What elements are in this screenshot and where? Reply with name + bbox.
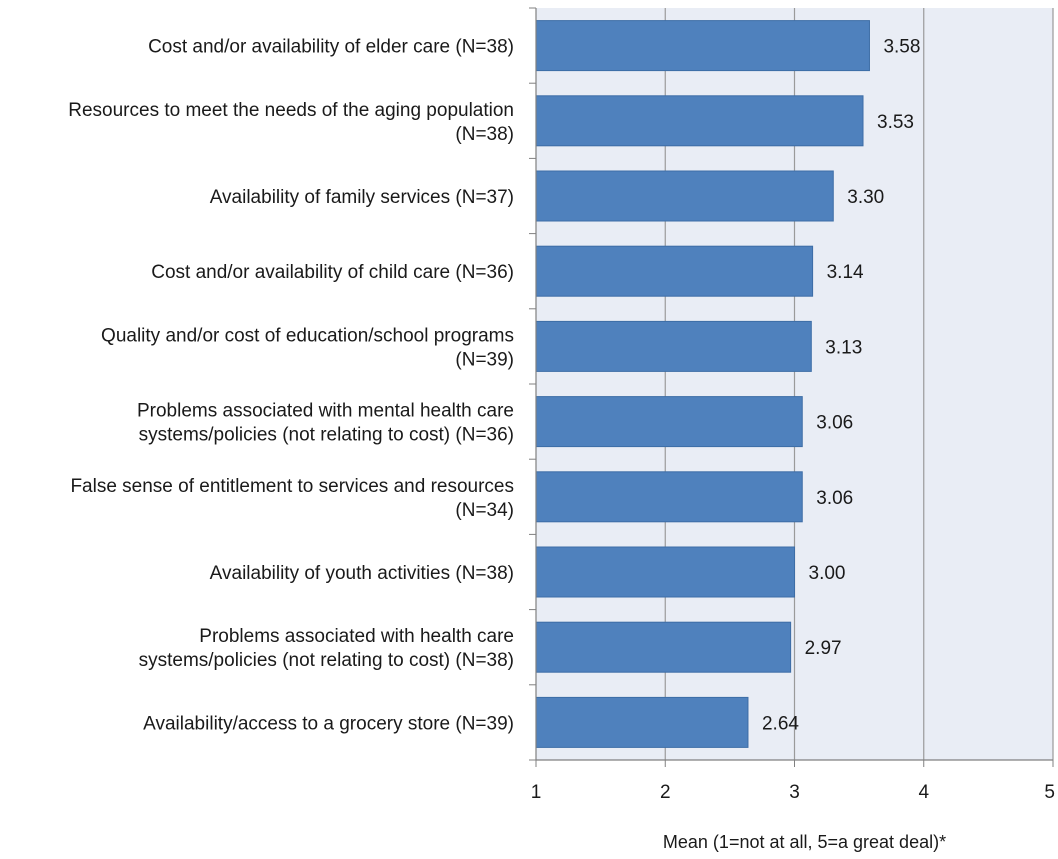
x-axis-ticks: 1 2 3 4 5	[531, 760, 1055, 803]
y-axis-ticks	[529, 7, 536, 761]
category-label-5: Quality and/or cost of education/school …	[101, 325, 514, 370]
bar-7	[535, 471, 803, 523]
value-label-1: 3.58	[883, 37, 920, 58]
value-label-6: 3.06	[816, 413, 853, 434]
x-axis-title: Mean (1=not at all, 5=a great deal)*	[663, 832, 946, 852]
value-label-10: 2.64	[762, 713, 799, 734]
category-label-6: Problems associated with mental health c…	[137, 401, 514, 446]
bar-3	[535, 170, 834, 222]
value-label-5: 3.13	[825, 337, 862, 358]
bar-5	[535, 320, 812, 372]
category-label-8: Availability of youth activities (N=38)	[210, 563, 514, 584]
bar-9	[535, 621, 792, 673]
x-tick-label-2: 2	[660, 782, 671, 803]
x-tick-label-5: 5	[1044, 782, 1055, 803]
category-label-9: Problems associated with health care syst…	[139, 626, 514, 671]
bars	[535, 20, 870, 748]
bar-6	[535, 396, 803, 448]
value-label-4: 3.14	[827, 262, 864, 283]
value-label-8: 3.00	[809, 563, 846, 584]
bar-1	[535, 20, 870, 72]
bar-2	[535, 95, 864, 147]
category-labels: Cost and/or availability of elder care (…	[68, 37, 514, 735]
x-tick-label-4: 4	[918, 782, 929, 803]
value-label-3: 3.30	[847, 187, 884, 208]
category-label-7: False sense of entitlement to services a…	[70, 476, 514, 521]
bar-8	[535, 546, 795, 598]
bar-4	[535, 245, 814, 297]
category-label-3: Availability of family services (N=37)	[210, 187, 514, 208]
category-label-10: Availability/access to a grocery store (…	[143, 713, 514, 734]
bar-10	[535, 696, 749, 748]
category-label-4: Cost and/or availability of child care (…	[151, 262, 514, 283]
value-label-2: 3.53	[877, 112, 914, 133]
category-label-1: Cost and/or availability of elder care (…	[148, 37, 514, 58]
value-labels: 3.58 3.53 3.30 3.14 3.13 3.06 3.06 3.00 2.97 2.64	[762, 37, 920, 735]
category-label-2: Resources to meet the needs of the aging…	[68, 100, 514, 145]
x-tick-label-1: 1	[531, 782, 542, 803]
value-label-7: 3.06	[816, 488, 853, 509]
x-tick-label-3: 3	[789, 782, 800, 803]
value-label-9: 2.97	[805, 638, 842, 659]
